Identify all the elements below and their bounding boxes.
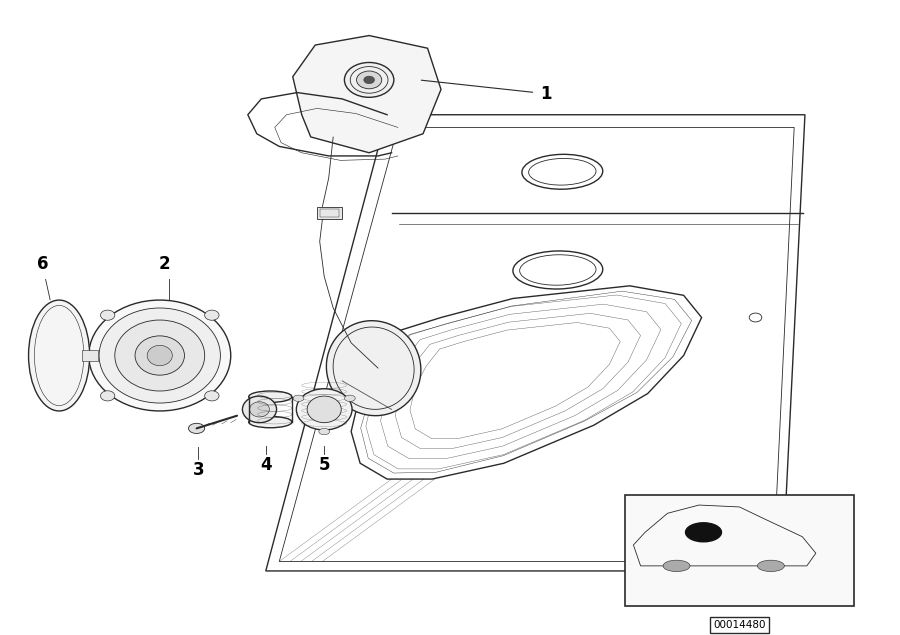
- Text: 6: 6: [37, 255, 49, 273]
- Ellipse shape: [101, 391, 115, 401]
- Ellipse shape: [319, 429, 329, 435]
- Ellipse shape: [89, 300, 230, 411]
- Polygon shape: [292, 36, 441, 153]
- Ellipse shape: [663, 560, 690, 572]
- Ellipse shape: [686, 523, 722, 542]
- Ellipse shape: [356, 71, 382, 89]
- Bar: [626, 495, 854, 606]
- Ellipse shape: [248, 417, 292, 428]
- Text: 5: 5: [319, 457, 330, 474]
- Ellipse shape: [296, 389, 352, 430]
- Ellipse shape: [327, 321, 421, 416]
- Ellipse shape: [307, 396, 341, 423]
- Bar: [317, 206, 342, 219]
- Ellipse shape: [101, 310, 115, 320]
- Ellipse shape: [364, 76, 374, 84]
- Ellipse shape: [115, 320, 204, 391]
- Bar: [82, 351, 98, 361]
- Ellipse shape: [29, 300, 90, 411]
- Ellipse shape: [293, 395, 304, 401]
- Ellipse shape: [345, 62, 394, 97]
- Ellipse shape: [148, 345, 172, 366]
- Ellipse shape: [204, 391, 219, 401]
- Text: 00014480: 00014480: [714, 620, 766, 630]
- Ellipse shape: [249, 402, 269, 417]
- Ellipse shape: [99, 308, 220, 403]
- Ellipse shape: [345, 395, 356, 401]
- Text: 2: 2: [158, 255, 170, 273]
- Ellipse shape: [188, 424, 204, 434]
- Ellipse shape: [135, 336, 184, 375]
- Ellipse shape: [758, 560, 785, 572]
- Text: 1: 1: [540, 86, 552, 104]
- Bar: [320, 208, 339, 217]
- Text: 3: 3: [193, 462, 204, 479]
- Ellipse shape: [204, 310, 219, 320]
- Text: 4: 4: [260, 457, 272, 474]
- Ellipse shape: [242, 396, 276, 423]
- Ellipse shape: [248, 391, 292, 403]
